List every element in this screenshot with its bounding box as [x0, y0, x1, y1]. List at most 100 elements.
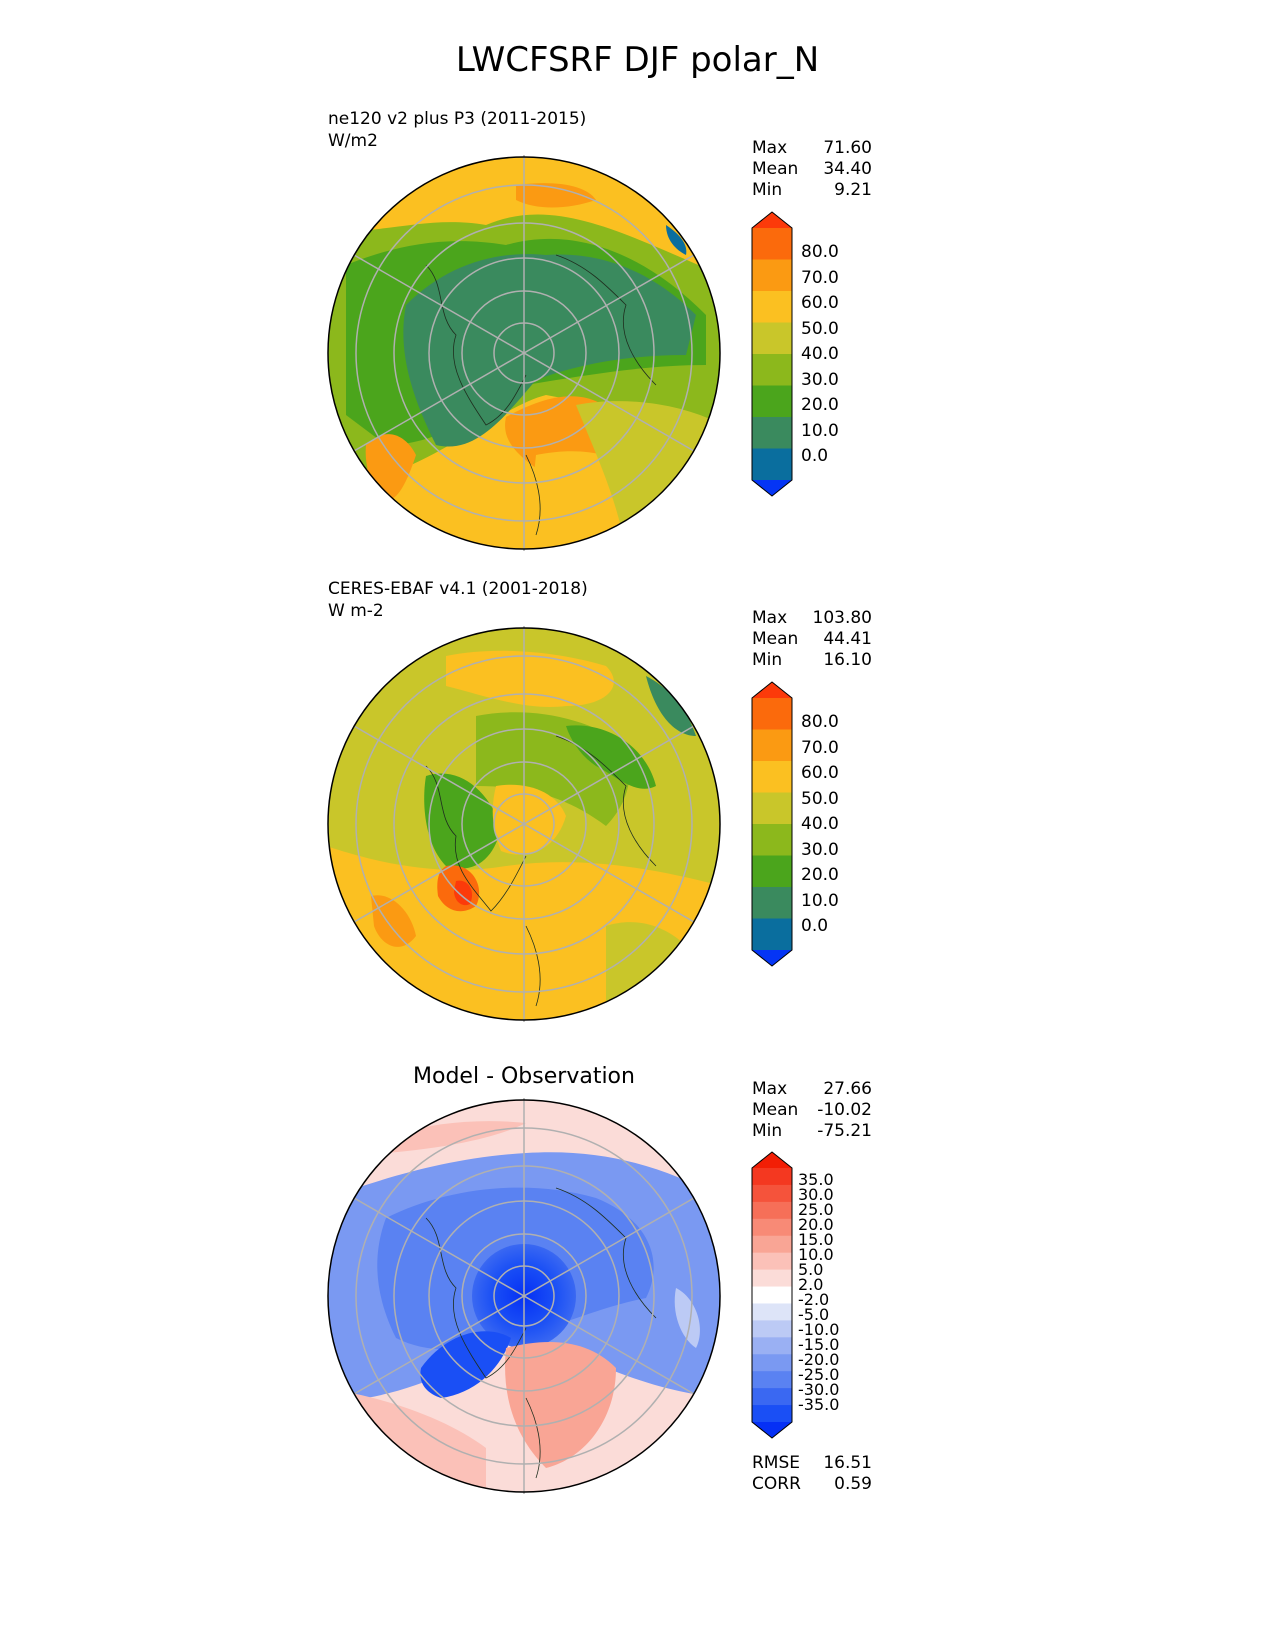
stat-row: Max 71.60: [752, 138, 872, 159]
map2-region-red-greenland: [454, 880, 473, 906]
map2-boundary: [327, 627, 721, 1021]
cb1-tick: 60.0: [801, 293, 839, 313]
map2-region-olive-se: [606, 922, 686, 1020]
stat-value: 9.21: [834, 180, 872, 200]
colorbar-extend-top: [752, 1152, 792, 1168]
stat-value: -75.21: [817, 1121, 872, 1141]
cb3-tick: 2.0: [798, 1275, 824, 1294]
cb3-tick: -10.0: [798, 1320, 840, 1339]
map2-graticule: [353, 626, 695, 1022]
stat-label: Mean: [752, 629, 799, 649]
colorbar-swatch: [752, 448, 792, 481]
stat-label: Min: [752, 180, 783, 200]
map2-region-orange-west: [371, 895, 416, 947]
cb3-tick: 15.0: [798, 1230, 834, 1249]
colorbar-outline: [751, 211, 793, 497]
stat-value: 34.40: [823, 159, 872, 179]
colorbar-swatch: [752, 1252, 792, 1271]
panel3-map: [327, 1098, 721, 1494]
stat-label: Max: [752, 608, 788, 628]
colorbar-swatch: [752, 855, 792, 888]
cb3-tick: 10.0: [798, 1245, 834, 1264]
map1-region-orange-north: [516, 183, 596, 208]
cb1-tick: 0.0: [801, 446, 829, 466]
cb1-tick: 40.0: [801, 344, 839, 364]
figure-title: LWCFSRF DJF polar_N: [455, 40, 820, 80]
map3-boundary: [327, 1099, 721, 1493]
stat-value: -10.02: [817, 1100, 872, 1120]
panel3-metrics: RMSE 16.51 CORR 0.59: [752, 1453, 872, 1495]
cb2-tick: 50.0: [801, 788, 839, 809]
panel1-units: W/m2: [328, 131, 378, 151]
colorbar-swatch: [752, 1218, 792, 1237]
colorbar-swatch: [752, 1405, 792, 1423]
colorbar-swatch: [752, 1235, 792, 1254]
cb2-tick: 30.0: [801, 839, 839, 860]
colorbar-swatch: [752, 887, 792, 919]
colorbar-extend-bottom: [752, 480, 792, 496]
colorbar-swatch: [752, 417, 792, 449]
stat-value: 71.60: [823, 138, 872, 158]
map3-region-lightblue-east: [674, 1288, 700, 1348]
panel2-map: [327, 626, 721, 1022]
metric-row: RMSE 16.51: [752, 1453, 872, 1474]
cb3-tick: 35.0: [798, 1170, 834, 1189]
stat-row: Max 103.80: [752, 608, 872, 629]
metric-label: CORR: [752, 1474, 801, 1494]
cb3-tick: -15.0: [798, 1335, 840, 1354]
cb2-tick: 80.0: [801, 712, 839, 732]
colorbar-swatch: [752, 1354, 792, 1372]
cb2-tick: 20.0: [801, 865, 839, 885]
panel3-stats: Max 27.66 Mean -10.02 Min -75.21: [752, 1079, 872, 1142]
cb1-tick: 70.0: [801, 267, 839, 288]
cb1-tick: 30.0: [801, 369, 839, 390]
stat-value: 27.66: [823, 1079, 872, 1099]
panel1-title-line1: ne120 v2 plus P3 (2011-2015): [328, 109, 587, 129]
cb2-tick: 60.0: [801, 763, 839, 783]
colorbar-swatch: [752, 792, 792, 825]
colorbar-swatch: [752, 1320, 792, 1338]
panel2-stats: Max 103.80 Mean 44.41 Min 16.10: [752, 608, 872, 671]
cb3-tick: -20.0: [798, 1350, 840, 1369]
stat-row: Mean 34.40: [752, 159, 872, 180]
cb2-tick: 10.0: [801, 890, 839, 911]
stat-label: Mean: [752, 1100, 799, 1120]
colorbar-outline: [751, 1151, 793, 1439]
colorbar-swatch: [752, 259, 792, 292]
map1-region-blue: [666, 225, 687, 255]
cb3-tick: -25.0: [798, 1365, 840, 1384]
colorbar-swatch: [752, 1303, 792, 1321]
colorbar-swatch: [752, 385, 792, 418]
colorbar-extend-top: [752, 212, 792, 228]
stat-value: 16.10: [823, 650, 872, 670]
stat-row: Max 27.66: [752, 1079, 872, 1100]
colorbar2-ticks: 80.0 70.0 60.0 50.0 40.0 30.0 20.0 10.0 …: [801, 710, 839, 940]
map3-region-red-east: [505, 1342, 616, 1468]
metric-label: RMSE: [752, 1453, 801, 1473]
colorbar-swatch: [752, 322, 792, 355]
stat-label: Max: [752, 138, 788, 158]
map3-region-pink-south: [616, 1398, 720, 1492]
colorbar-extend-top: [752, 682, 792, 698]
stat-value: 103.80: [812, 608, 872, 628]
cb3-tick: 5.0: [798, 1260, 824, 1279]
cb3-tick: -30.0: [798, 1380, 840, 1399]
stat-row: Min 16.10: [752, 650, 872, 671]
cb3-tick: -35.0: [798, 1395, 840, 1414]
cb2-tick: 0.0: [801, 916, 829, 936]
colorbar-swatch: [752, 1371, 792, 1389]
stat-row: Min 9.21: [752, 180, 872, 201]
cb1-tick: 20.0: [801, 395, 839, 415]
stat-label: Min: [752, 1121, 783, 1141]
stat-label: Max: [752, 1079, 788, 1099]
colorbar2-swatches: [751, 681, 793, 967]
colorbar3-swatches: [751, 1151, 793, 1439]
panel1-colorbar: 80.0 70.0 60.0 50.0 40.0 30.0 20.0 10.0 …: [748, 210, 888, 498]
panel2-units: W m-2: [328, 601, 384, 621]
map1-coastlines: [425, 254, 657, 536]
colorbar1-ticks: 80.0 70.0 60.0 50.0 40.0 30.0 20.0 10.0 …: [801, 240, 839, 470]
stat-value: 44.41: [823, 629, 872, 649]
panel2-colorbar: 80.0 70.0 60.0 50.0 40.0 30.0 20.0 10.0 …: [748, 680, 888, 968]
colorbar-swatch: [752, 824, 792, 856]
map2-region-darkgreen-ne: [646, 676, 696, 736]
